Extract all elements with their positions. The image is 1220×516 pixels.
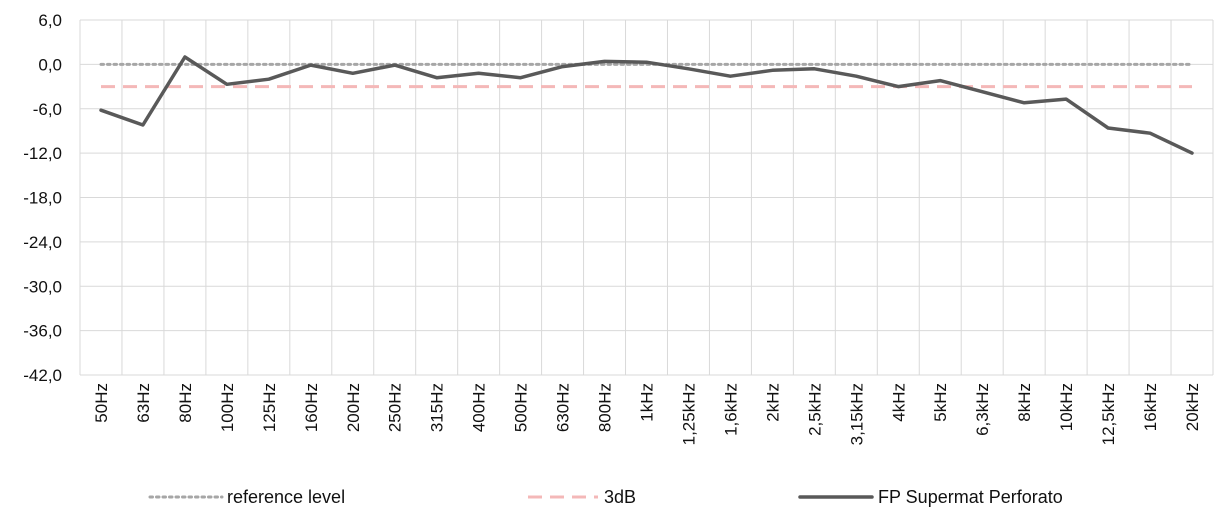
x-tick-label: 250Hz [386,383,405,432]
x-tick-label: 315Hz [428,383,447,432]
y-tick-label: -12,0 [23,144,62,163]
y-tick-label: -42,0 [23,366,62,385]
series-lines [99,55,1194,155]
x-tick-label: 12,5kHz [1099,383,1118,445]
legend-label-1: 3dB [604,487,636,507]
y-tick-label: -36,0 [23,322,62,341]
x-tick-label: 400Hz [470,383,489,432]
x-tick-label: 100Hz [218,383,237,432]
y-tick-label: 6,0 [38,11,62,30]
y-tick-label: 0,0 [38,55,62,74]
x-tick-label: 8kHz [1015,383,1034,422]
x-tick-label: 630Hz [554,383,573,432]
x-tick-label: 500Hz [512,383,531,432]
x-tick-label: 800Hz [596,383,615,432]
y-tick-label: -24,0 [23,233,62,252]
x-axis-ticks: 50Hz 63Hz 80Hz 100Hz 125Hz 160Hz 200Hz 250Hz 315… [92,383,1202,445]
y-tick-label: -18,0 [23,189,62,208]
x-tick-label: 16kHz [1141,383,1160,431]
x-tick-label: 63Hz [134,383,153,423]
x-tick-label: 5kHz [931,383,950,422]
x-tick-label: 125Hz [260,383,279,432]
legend-label-0: reference level [227,487,345,507]
y-tick-label: -6,0 [33,100,62,119]
x-tick-label: 20kHz [1183,383,1202,431]
x-tick-label: 2,5kHz [805,383,824,436]
x-tick-label: 10kHz [1057,383,1076,431]
gridlines [79,19,1214,376]
x-tick-label: 1,6kHz [721,383,740,436]
x-tick-label: 2kHz [763,383,782,422]
x-tick-label: 1kHz [638,383,657,422]
x-tick-label: 3,15kHz [847,383,866,445]
x-tick-label: 6,3kHz [973,383,992,436]
x-tick-label: 80Hz [176,383,195,423]
x-tick-label: 50Hz [92,383,111,423]
y-axis-ticks: 6,0 0,0 -6,0 -12,0 -18,0 -24,0 -30,0 -36,0 -42,0 [23,11,62,385]
x-tick-label: 160Hz [302,383,321,432]
x-tick-label: 200Hz [344,383,363,432]
x-tick-label: 1,25kHz [679,383,698,445]
legend: reference level 3dB FP Supermat Perforato [148,487,1063,507]
series-line-2 [99,55,1194,155]
legend-label-2: FP Supermat Perforato [878,487,1063,507]
x-tick-label: 4kHz [889,383,908,422]
y-tick-label: -30,0 [23,277,62,296]
